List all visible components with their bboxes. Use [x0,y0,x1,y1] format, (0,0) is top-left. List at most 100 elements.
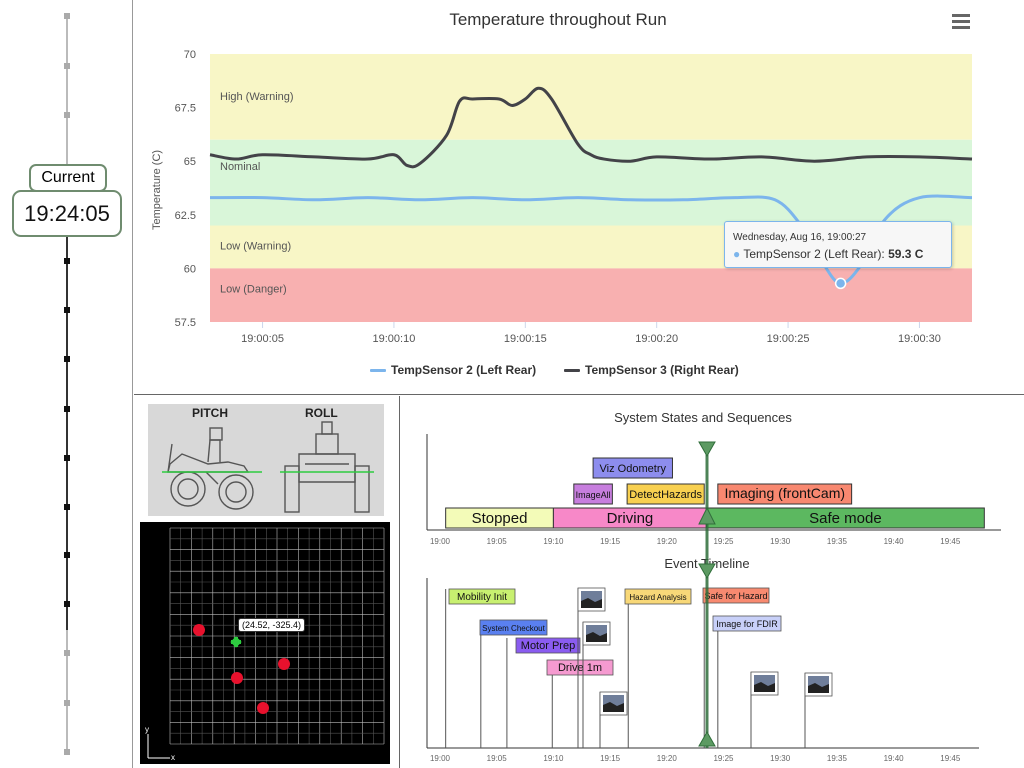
time-tick-marker[interactable] [64,112,70,118]
current-label: Current [29,164,107,192]
time-tick-marker[interactable] [64,650,70,656]
pitch-label: PITCH [192,406,228,420]
states-chart-title: System States and Sequences [614,410,792,425]
state-stopped-bar[interactable]: Stopped [445,507,554,529]
legend-swatch-icon [370,369,386,373]
time-tick-marker[interactable] [64,601,70,607]
legend-label: TempSensor 3 (Right Rear) [585,363,739,377]
rover-position-marker[interactable] [230,636,242,648]
time-tick-marker[interactable] [64,13,70,19]
legend-swatch-icon [564,369,580,373]
event-safe-for-hazard[interactable]: Safe for Hazard [702,587,770,748]
timeline-playhead[interactable] [698,441,716,748]
time-tick-marker[interactable] [64,258,70,264]
event-system-checkout[interactable]: System Checkout [479,619,548,748]
time-tick-marker[interactable] [64,552,70,558]
event-image-thumbnail[interactable] [599,691,628,748]
event-label: System Checkout [482,624,545,633]
tooltip-value-line: ● TempSensor 2 (Left Rear): 59.3 C [733,247,923,261]
legend-item-tempsensor-2[interactable]: TempSensor 2 (Left Rear) [370,362,536,378]
event-mobility-init[interactable]: Mobility Init [445,588,516,748]
event-image-thumbnail[interactable] [582,621,611,748]
event-image-thumbnail[interactable] [750,671,779,748]
state-safe-mode-bar[interactable]: Safe mode [705,507,985,529]
time-tick-marker[interactable] [64,406,70,412]
time-tick-label: 19:00 [430,537,451,546]
x-tick-label: 19:00:05 [241,333,284,345]
event-label: Safe for Hazard [704,591,767,601]
sequence-label: DetectHazards [629,489,702,501]
y-tick-label: 60 [184,263,196,275]
system-states-panel: System States and Sequences 19:00 19:05 19… [401,396,1024,768]
time-tick-label: 19:25 [713,754,734,763]
map-coordinate-tooltip: (24.52, -325.4) [238,618,306,632]
time-tick-label: 19:05 [487,537,508,546]
state-label: Driving [607,510,654,527]
time-tick-label: 19:45 [940,537,961,546]
seq-viz-odometry[interactable]: Viz Odometry [592,457,673,479]
time-tick-label: 19:00 [430,754,451,763]
roll-label: ROLL [305,406,338,420]
legend-item-tempsensor-3[interactable]: TempSensor 3 (Right Rear) [564,362,739,378]
plot-band [210,54,972,140]
event-hazard-analysis[interactable]: Hazard Analysis [624,588,692,748]
time-tick-marker[interactable] [64,63,70,69]
pitch-roll-indicator: PITCH ROLL [148,404,384,516]
state-driving-bar[interactable]: Driving [552,507,707,529]
y-tick-label: 57.5 [175,317,196,329]
seq-imageall[interactable]: ImageAll [573,483,613,505]
temperature-chart-panel: High (Warning) Nominal Low (Warning) Low (D… [134,0,1024,395]
map-axis-x-label: x [171,753,175,762]
plot-band-label: Low (Warning) [220,241,291,253]
time-tick-marker[interactable] [64,356,70,362]
rover-position-map[interactable]: y x (24.52, -325.4) [140,522,390,764]
time-tick-label: 19:45 [940,754,961,763]
waypoint-marker[interactable] [193,624,205,636]
time-tick-label: 19:20 [657,754,678,763]
chart-tooltip: Wednesday, Aug 16, 19:00:27 ● TempSensor… [724,221,952,268]
rover-rear-view-icon [284,421,370,513]
y-tick-label: 67.5 [175,103,196,115]
event-image-for-fdir[interactable]: Image for FDIR [712,615,782,748]
time-tick-label: 19:35 [827,754,848,763]
tooltip-date: Wednesday, Aug 16, 19:00:27 [733,232,867,243]
map-axis-y-label: y [145,725,149,734]
waypoint-marker[interactable] [231,672,243,684]
event-label: Mobility Init [457,592,507,603]
time-scrubber-rail[interactable]: Current 19:24:05 [0,0,133,768]
state-label: Stopped [472,510,528,527]
time-tick-marker[interactable] [64,749,70,755]
time-tick-label: 19:15 [600,754,621,763]
time-tick-marker[interactable] [64,504,70,510]
waypoint-marker[interactable] [278,658,290,670]
y-axis-label: Temperature (C) [151,150,163,230]
x-tick-label: 19:00:25 [767,333,810,345]
y-tick-label: 70 [184,49,196,61]
time-tick-label: 19:10 [543,537,564,546]
x-tick-label: 19:00:15 [504,333,547,345]
time-tick-marker[interactable] [64,700,70,706]
time-scrubber-track[interactable] [0,0,133,768]
tooltip-point-marker[interactable] [834,277,847,290]
event-motor-prep[interactable]: Motor Prep [506,637,581,748]
x-tick-label: 19:00:10 [373,333,416,345]
x-tick-label: 19:00:30 [898,333,941,345]
plot-band-label: Low (Danger) [220,283,287,295]
plot-band [210,268,972,322]
waypoint-marker[interactable] [257,702,269,714]
seq-imaging-frontcam[interactable]: Imaging (frontCam) [717,483,853,505]
x-tick-label: 19:00:20 [635,333,678,345]
sequence-label: ImageAll [576,490,611,500]
event-image-thumbnail[interactable] [804,672,833,748]
event-drive-1m[interactable]: Drive 1m [546,659,614,748]
sequence-label: Viz Odometry [600,463,667,475]
time-tick-label: 19:15 [600,537,621,546]
time-tick-marker[interactable] [64,455,70,461]
sequence-label: Imaging (frontCam) [724,485,845,501]
time-tick-label: 19:25 [713,537,734,546]
event-label: Motor Prep [521,640,575,652]
seq-detecthazards[interactable]: DetectHazards [626,483,705,505]
time-tick-marker[interactable] [64,307,70,313]
hamburger-menu-icon[interactable] [952,14,970,30]
event-image-thumbnail[interactable] [577,587,606,748]
